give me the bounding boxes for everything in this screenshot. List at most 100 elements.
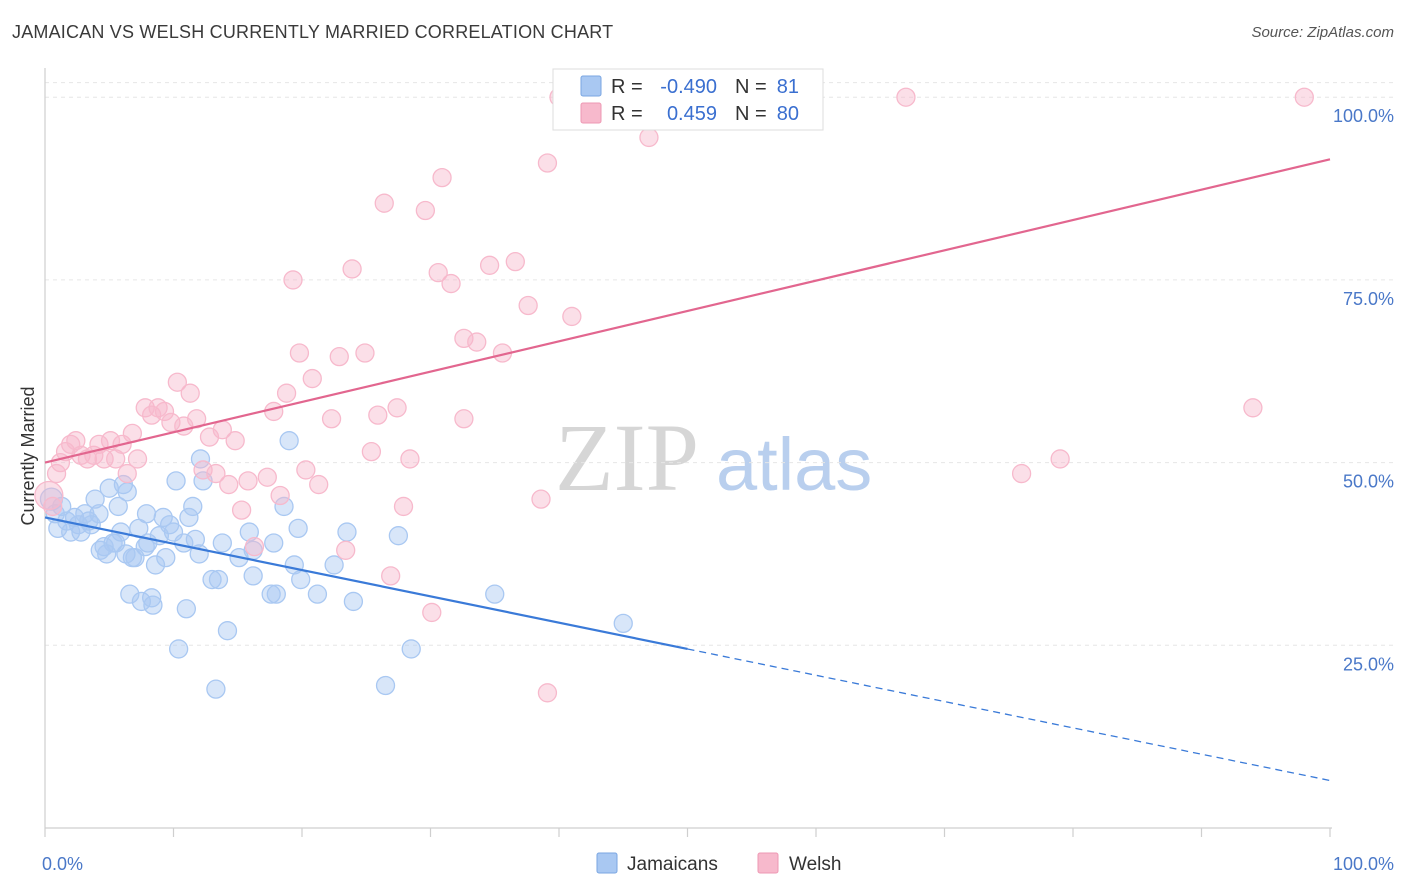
point-welsh-25 [180,383,200,403]
point-welsh-37 [264,401,284,422]
legend-r-label-welsh: R = [611,103,643,125]
point-jamaicans-67 [291,569,311,590]
point-welsh-58 [422,602,442,623]
point-welsh-67 [505,252,525,272]
point-jamaicans-71 [343,591,364,612]
point-jamaicans-51 [202,569,222,590]
point-jamaicans-57 [239,522,259,542]
point-jamaicans-24 [117,482,137,502]
point-jamaicans-38 [156,547,176,568]
point-jamaicans-29 [131,591,152,612]
legend-swatch-welsh [580,102,602,124]
legend-r-label-jamaicans: R = [611,76,643,98]
point-welsh-62 [454,409,474,429]
series-jamaicans-points [39,431,633,699]
trendline-jamaicans [44,516,688,651]
point-jamaicans-64 [279,431,299,451]
legend-n-label-jamaicans: N = [735,76,767,98]
y-tick-label-100: 100.0% [1333,106,1394,126]
point-welsh-53 [381,566,401,586]
x-axis-ticks [44,828,1331,837]
legend-swatch-jamaicans [580,75,602,97]
point-jamaicans-62 [266,584,286,604]
point-welsh-68 [518,295,538,316]
point-welsh-70 [537,683,558,703]
point-welsh-50 [361,442,382,462]
point-jamaicans-74 [401,639,421,659]
point-jamaicans-45 [179,507,199,528]
point-jamaicans-46 [183,496,203,517]
legend-swatch-jamaicans-bottom [596,852,618,874]
point-welsh-76 [896,87,916,107]
point-welsh-29 [206,463,226,484]
point-jamaicans-37 [153,507,173,528]
point-welsh-23 [167,372,188,392]
point-welsh-56 [400,449,420,469]
point-jamaicans-34 [143,595,163,615]
y-axis-title: Currently Married [18,386,38,525]
legend-n-value-welsh: 80 [777,103,799,125]
legend-n-value-jamaicans: 81 [777,76,799,98]
trendline-jamaicans-extrapolated [687,648,1331,782]
point-welsh-54 [387,398,407,418]
legend-r-value-jamaicans: -0.490 [660,76,717,98]
point-jamaicans-75 [485,584,505,604]
point-welsh-71 [537,153,558,173]
point-welsh-77 [1011,463,1032,484]
point-welsh-40 [283,270,303,290]
point-jamaicans-8 [71,522,91,542]
point-welsh-34 [238,471,258,491]
point-welsh-55 [393,496,414,517]
point-jamaicans-58 [243,566,263,586]
point-jamaicans-72 [375,675,396,696]
point-jamaicans-54 [212,533,232,553]
point-jamaicans-53 [208,569,229,590]
point-welsh-64 [467,332,487,352]
point-jamaicans-73 [388,526,409,546]
point-jamaicans-66 [288,518,308,539]
point-welsh-21 [154,401,175,422]
legend-n-label-welsh: N = [735,103,767,125]
x-tick-label-0: 0.0% [42,854,83,874]
point-welsh-74 [639,127,659,148]
point-welsh-47 [336,540,356,560]
point-welsh-15 [117,463,137,484]
point-jamaicans-61 [264,533,284,553]
point-jamaicans-60 [261,584,281,604]
legend-label-jamaicans: Jamaicans [627,854,718,875]
point-jamaicans-52 [206,679,226,699]
trendline-welsh [44,158,1331,464]
point-welsh-69 [531,489,551,509]
point-welsh-73 [562,306,582,327]
point-welsh-39 [276,383,297,403]
point-jamaicans-63 [274,496,294,517]
point-jamaicans-55 [217,621,238,641]
x-tick-label-100: 100.0% [1333,854,1394,874]
point-welsh-6 [66,431,86,451]
legend-r-value-welsh: 0.459 [667,103,717,125]
series-legend: Jamaicans Welsh [596,852,841,875]
chart-title: JAMAICAN VS WELSH CURRENTLY MARRIED CORR… [12,22,614,42]
stats-legend: R = -0.490 N = 81 R = 0.459 N = 80 [552,68,824,131]
point-welsh-45 [321,409,342,429]
point-welsh-59 [428,262,448,283]
point-welsh-31 [219,474,239,495]
point-welsh-41 [289,343,310,363]
point-jamaicans-44 [176,599,197,619]
point-jamaicans-25 [120,584,140,604]
point-welsh-2 [46,463,67,484]
point-welsh-0 [34,480,64,511]
legend-label-welsh: Welsh [789,854,841,875]
point-jamaicans-68 [307,584,328,604]
y-tick-label-50: 50.0% [1343,472,1394,492]
point-welsh-57 [415,200,436,221]
point-welsh-1 [43,496,63,517]
point-welsh-49 [355,343,375,363]
point-jamaicans-17 [99,478,119,498]
series-welsh-points [34,87,1314,703]
point-jamaicans-76 [613,613,633,634]
point-welsh-35 [244,537,265,557]
point-welsh-80 [1294,87,1314,107]
point-welsh-65 [479,255,500,275]
